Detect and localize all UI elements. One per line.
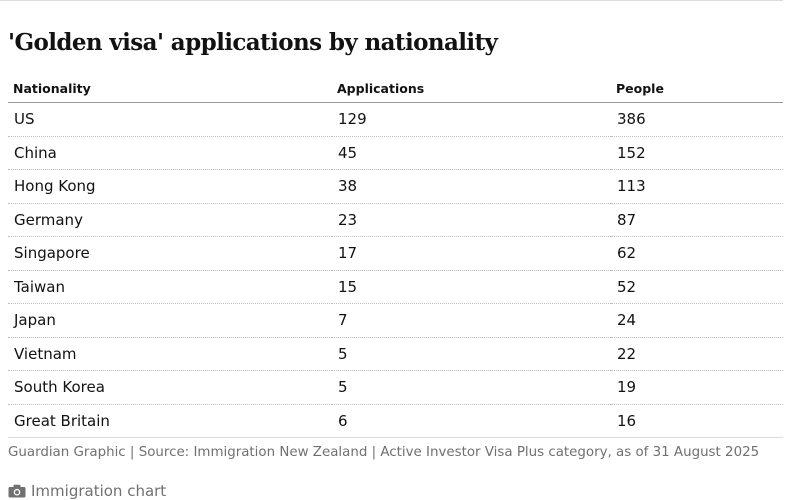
- nationality-cell: China: [8, 136, 332, 170]
- table-row: Germany 23 87: [8, 203, 783, 237]
- people-cell: 113: [611, 169, 783, 204]
- table-row: Vietnam 5 22: [8, 337, 783, 371]
- applications-cell: 7: [332, 303, 611, 338]
- table-row: Great Britain 6 16: [8, 404, 783, 438]
- people-cell: 87: [611, 203, 783, 237]
- caption-text: Immigration chart: [31, 482, 167, 500]
- nationality-cell: Japan: [8, 303, 332, 338]
- applications-cell: 5: [332, 370, 611, 405]
- table-row: Taiwan 15 52: [8, 270, 783, 304]
- applications-cell: 38: [332, 169, 611, 204]
- applications-cell: 5: [332, 337, 611, 371]
- table-row: Hong Kong 38 113: [8, 169, 783, 204]
- top-rule: [0, 0, 783, 1]
- table-row: Singapore 17 62: [8, 236, 783, 271]
- people-cell: 24: [611, 303, 783, 338]
- people-cell: 16: [611, 404, 783, 438]
- people-cell: 386: [611, 102, 783, 137]
- table-header-row: Nationality Applications People: [8, 75, 783, 103]
- column-header-applications: Applications: [332, 75, 611, 103]
- nationality-cell: US: [8, 102, 332, 137]
- people-cell: 152: [611, 136, 783, 170]
- nationality-cell: South Korea: [8, 370, 332, 405]
- table-row: US 129 386: [8, 102, 783, 137]
- applications-cell: 17: [332, 236, 611, 271]
- applications-cell: 45: [332, 136, 611, 170]
- column-header-people: People: [611, 75, 783, 103]
- table-body: US 129 386 China 45 152 Hong Kong 38 113 Germany 2…: [8, 102, 783, 438]
- people-cell: 62: [611, 236, 783, 271]
- table-row: China 45 152: [8, 136, 783, 170]
- people-cell: 52: [611, 270, 783, 304]
- applications-cell: 129: [332, 102, 611, 137]
- column-header-nationality: Nationality: [8, 75, 332, 103]
- nationality-cell: Singapore: [8, 236, 332, 271]
- people-cell: 22: [611, 337, 783, 371]
- applications-cell: 23: [332, 203, 611, 237]
- applications-cell: 15: [332, 270, 611, 304]
- table-row: South Korea 5 19: [8, 370, 783, 405]
- applications-cell: 6: [332, 404, 611, 438]
- people-cell: 19: [611, 370, 783, 405]
- data-table: Nationality Applications People US 129 386…: [8, 75, 783, 438]
- nationality-cell: Vietnam: [8, 337, 332, 371]
- nationality-cell: Great Britain: [8, 404, 332, 438]
- figure-caption: Immigration chart: [8, 482, 166, 500]
- nationality-cell: Hong Kong: [8, 169, 332, 204]
- nationality-cell: Germany: [8, 203, 332, 237]
- table-row: Japan 7 24: [8, 303, 783, 338]
- source-note: Guardian Graphic | Source: Immigration N…: [8, 445, 760, 460]
- nationality-cell: Taiwan: [8, 270, 332, 304]
- chart-title: 'Golden visa' applications by nationalit…: [8, 29, 498, 56]
- camera-icon: [8, 484, 26, 498]
